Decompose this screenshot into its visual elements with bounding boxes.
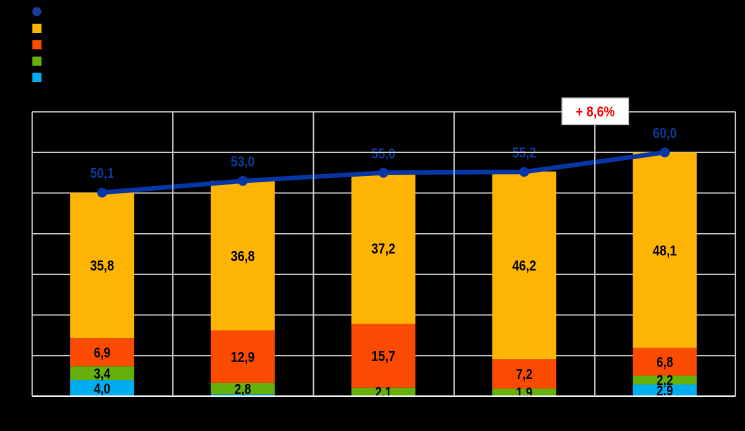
svg-text:2,1: 2,1 xyxy=(375,385,392,401)
svg-text:1,9: 1,9 xyxy=(516,386,533,402)
svg-text:7,2: 7,2 xyxy=(516,367,533,383)
svg-text:36,8: 36,8 xyxy=(231,249,255,265)
svg-text:3,4: 3,4 xyxy=(94,366,111,382)
svg-text:46,2: 46,2 xyxy=(512,259,536,275)
svg-text:55,2: 55,2 xyxy=(512,146,536,162)
svg-text:4,0: 4,0 xyxy=(94,381,111,397)
svg-text:6,9: 6,9 xyxy=(94,345,111,361)
svg-text:15,7: 15,7 xyxy=(371,349,395,365)
svg-text:53,0: 53,0 xyxy=(231,155,255,171)
svg-text:55,0: 55,0 xyxy=(371,146,395,162)
svg-text:+ 8,6%: + 8,6% xyxy=(576,104,615,121)
svg-text:50,1: 50,1 xyxy=(90,166,114,182)
svg-text:6,8: 6,8 xyxy=(657,355,674,371)
svg-text:60,0: 60,0 xyxy=(653,126,677,142)
svg-text:35,8: 35,8 xyxy=(90,259,114,275)
svg-text:2,8: 2,8 xyxy=(235,382,252,398)
svg-text:48,1: 48,1 xyxy=(653,243,677,259)
svg-text:12,9: 12,9 xyxy=(231,350,255,366)
svg-text:37,2: 37,2 xyxy=(371,242,395,258)
svg-text:2,2: 2,2 xyxy=(657,373,674,389)
